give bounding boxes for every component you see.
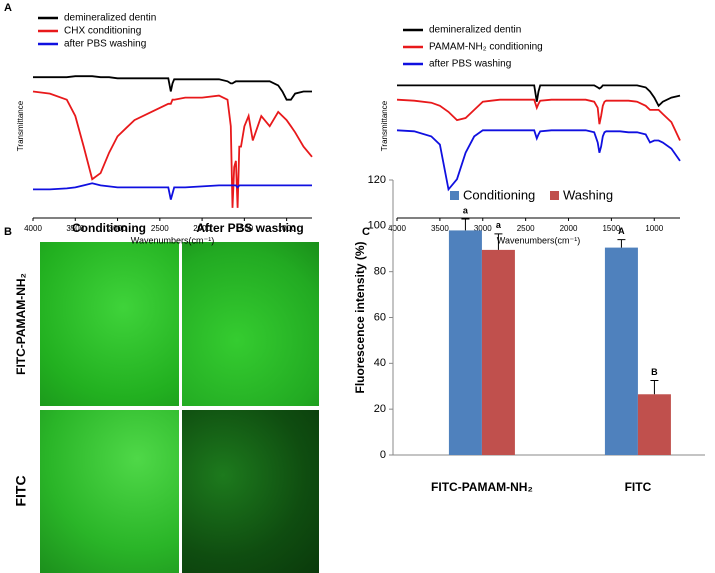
significance-letter: A: [618, 226, 625, 236]
legend-label: demineralized dentin: [429, 25, 521, 36]
spectrum-line: [33, 182, 312, 200]
legend-swatch: [450, 191, 459, 200]
legend-label: PAMAM-NH₂ conditioning: [429, 42, 543, 53]
x-tick-label: 1500: [602, 224, 620, 233]
legend-swatch: [550, 191, 559, 200]
significance-letter: a: [463, 205, 469, 215]
y-tick-label: 100: [368, 220, 386, 232]
error-bar: [650, 380, 659, 395]
panel-label: C: [362, 226, 370, 238]
row-label: FITC: [13, 475, 29, 506]
x-axis-title: Wavenumbers(cm⁻¹): [497, 235, 580, 245]
spectrum-line: [396, 98, 681, 141]
legend-label: after PBS washing: [429, 59, 511, 70]
x-tick-label: 2000: [193, 224, 211, 233]
x-tick-label: 1000: [645, 224, 663, 233]
y-tick-label: 40: [374, 357, 386, 369]
x-tick-label: 4000: [24, 224, 42, 233]
error-bar: [617, 239, 626, 248]
spectrum-line: [33, 75, 312, 101]
error-bar: [461, 218, 470, 231]
x-tick-label: 2500: [151, 224, 169, 233]
row-label: FITC-PAMAM-NH₂: [14, 273, 28, 375]
column-title: After PBS washing: [196, 221, 303, 235]
error-bar: [494, 233, 503, 250]
y-tick-label: 120: [368, 174, 386, 186]
x-tick-label: 1000: [278, 224, 296, 233]
panel-label: B: [4, 226, 12, 238]
legend-label: after PBS washing: [64, 39, 146, 50]
legend-label: Conditioning: [463, 187, 535, 202]
x-tick-label: 1500: [235, 224, 253, 233]
micrograph: [182, 410, 319, 573]
panel-label: A: [4, 2, 12, 14]
x-tick-label: 3500: [431, 224, 449, 233]
legend-label: Washing: [563, 187, 613, 202]
y-axis-title: Transmittance: [16, 100, 25, 151]
legend-label: CHX conditioning: [64, 26, 141, 37]
x-tick-label: 3500: [66, 224, 84, 233]
y-tick-label: 60: [374, 311, 386, 323]
x-tick-label: 3000: [474, 224, 492, 233]
x-tick-label: 3000: [109, 224, 127, 233]
significance-letter: B: [651, 367, 658, 377]
spectrum-line: [396, 129, 681, 192]
x-tick-label: 4000: [388, 224, 406, 233]
y-axis-title: Transmittance: [380, 100, 389, 151]
column-title: Conditioning: [72, 221, 146, 235]
x-axis-title: Wavenumbers(cm⁻¹): [131, 235, 214, 245]
y-tick-label: 20: [374, 403, 386, 415]
y-tick-label: 80: [374, 266, 386, 278]
legend-label: demineralized dentin: [64, 13, 156, 24]
micrograph: [40, 410, 179, 573]
bar: [481, 249, 515, 455]
bar: [637, 394, 671, 455]
y-tick-label: 0: [380, 449, 386, 461]
micrograph: [182, 242, 319, 406]
significance-letter: a: [496, 220, 502, 230]
x-tick-label: 2000: [560, 224, 578, 233]
x-tick-label: FITC-PAMAM-NH₂: [431, 480, 533, 494]
x-tick-label: 2500: [517, 224, 535, 233]
bar: [604, 247, 638, 455]
spectrum-line: [397, 84, 681, 108]
x-tick-label: FITC: [625, 480, 652, 494]
micrograph: [40, 242, 179, 406]
bar: [448, 230, 482, 455]
spectrum-line: [32, 90, 313, 208]
y-axis-title: Fluorescence intensity (%): [353, 241, 367, 393]
